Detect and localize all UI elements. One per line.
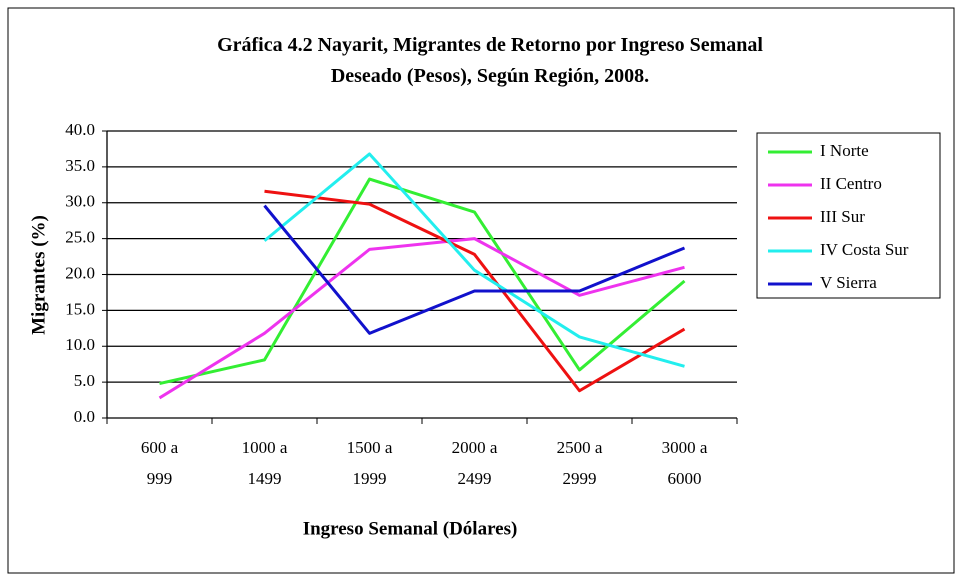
x-tick-label: 1000 a 1499 [241, 438, 288, 488]
x-tick-label: 2500 a 2999 [556, 438, 603, 488]
y-axis-label: Migrantes (%) [28, 215, 49, 335]
series-line [263, 204, 686, 335]
y-tick-label: 25.0 [65, 228, 95, 247]
y-tick-label: 0.0 [74, 407, 95, 426]
y-tick-label: 10.0 [65, 335, 95, 354]
series-line [264, 189, 686, 393]
y-tick-label: 40.0 [65, 120, 95, 139]
legend-label: II Centro [820, 174, 882, 193]
x-tick-label: 600 a 999 [140, 438, 179, 488]
series-line [159, 177, 686, 386]
x-tick-label: 2000 a 2499 [451, 438, 498, 488]
y-tick-label: 35.0 [65, 156, 95, 175]
legend-label: IV Costa Sur [820, 240, 909, 259]
chart-title: Gráfica 4.2 Nayarit, Migrantes de Retorn… [217, 34, 763, 87]
y-tick-label: 30.0 [65, 192, 95, 211]
legend-label: I Norte [820, 141, 869, 160]
y-tick-label: 20.0 [65, 263, 95, 282]
legend-label: V Sierra [820, 273, 877, 292]
x-tick-label: 3000 a 6000 [661, 438, 708, 488]
x-tick-label: 1500 a 1999 [346, 438, 393, 488]
legend-box [756, 132, 941, 299]
series-line [158, 237, 685, 400]
y-tick-label: 15.0 [65, 299, 95, 318]
legend-label: III Sur [820, 207, 865, 226]
y-tick-label: 5.0 [74, 371, 95, 390]
x-axis-label: Ingreso Semanal (Dólares) [303, 518, 518, 539]
series-line [263, 152, 685, 368]
